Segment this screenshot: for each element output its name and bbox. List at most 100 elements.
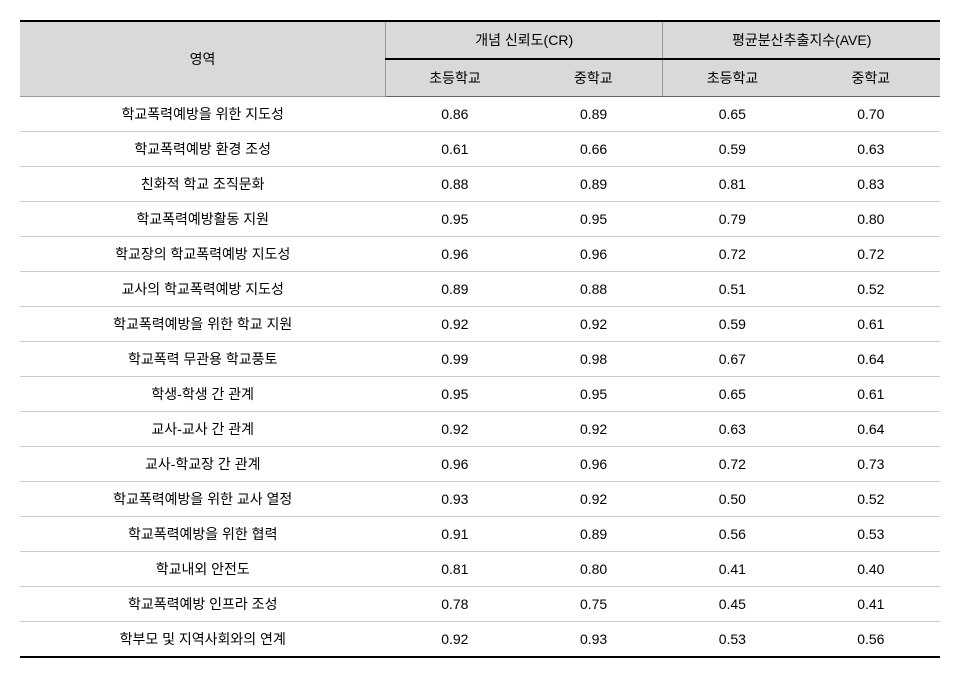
row-cr-mid: 0.98 [524, 342, 663, 377]
row-cr-elem: 0.91 [385, 517, 524, 552]
row-label: 학생-학생 간 관계 [20, 377, 385, 412]
row-label: 학교폭력예방을 위한 지도성 [20, 97, 385, 132]
header-ave-mid: 중학교 [802, 59, 940, 97]
header-area: 영역 [20, 21, 385, 97]
row-label: 학교폭력 무관용 학교풍토 [20, 342, 385, 377]
row-ave-elem: 0.67 [663, 342, 802, 377]
row-cr-elem: 0.61 [385, 132, 524, 167]
row-label: 학교폭력예방활동 지원 [20, 202, 385, 237]
header-cr-mid: 중학교 [524, 59, 663, 97]
row-ave-mid: 0.52 [802, 272, 940, 307]
table-row: 학교폭력예방 인프라 조성0.780.750.450.41 [20, 587, 940, 622]
row-ave-mid: 0.52 [802, 482, 940, 517]
row-cr-mid: 0.96 [524, 237, 663, 272]
table-header: 영역 개념 신뢰도(CR) 평균분산추출지수(AVE) 초등학교 중학교 초등학… [20, 21, 940, 97]
row-cr-elem: 0.95 [385, 202, 524, 237]
row-cr-elem: 0.81 [385, 552, 524, 587]
row-cr-mid: 0.88 [524, 272, 663, 307]
row-ave-elem: 0.79 [663, 202, 802, 237]
row-cr-elem: 0.88 [385, 167, 524, 202]
row-label: 학교폭력예방 인프라 조성 [20, 587, 385, 622]
row-cr-elem: 0.95 [385, 377, 524, 412]
row-ave-elem: 0.53 [663, 622, 802, 658]
row-ave-mid: 0.40 [802, 552, 940, 587]
row-ave-elem: 0.63 [663, 412, 802, 447]
row-cr-elem: 0.92 [385, 622, 524, 658]
row-cr-mid: 0.95 [524, 202, 663, 237]
row-label: 학교폭력예방 환경 조성 [20, 132, 385, 167]
row-label: 친화적 학교 조직문화 [20, 167, 385, 202]
row-cr-mid: 0.93 [524, 622, 663, 658]
row-cr-mid: 0.89 [524, 97, 663, 132]
row-label: 학교폭력예방을 위한 학교 지원 [20, 307, 385, 342]
table-row: 교사-교사 간 관계0.920.920.630.64 [20, 412, 940, 447]
row-cr-mid: 0.75 [524, 587, 663, 622]
row-label: 학교폭력예방을 위한 협력 [20, 517, 385, 552]
row-cr-mid: 0.95 [524, 377, 663, 412]
row-ave-elem: 0.72 [663, 237, 802, 272]
row-ave-elem: 0.45 [663, 587, 802, 622]
row-cr-elem: 0.89 [385, 272, 524, 307]
row-label: 학부모 및 지역사회와의 연계 [20, 622, 385, 658]
row-cr-elem: 0.86 [385, 97, 524, 132]
header-ave-elem: 초등학교 [663, 59, 802, 97]
row-cr-mid: 0.80 [524, 552, 663, 587]
row-ave-mid: 0.64 [802, 412, 940, 447]
row-ave-elem: 0.59 [663, 132, 802, 167]
row-cr-elem: 0.78 [385, 587, 524, 622]
row-cr-elem: 0.96 [385, 237, 524, 272]
row-ave-mid: 0.83 [802, 167, 940, 202]
row-cr-mid: 0.92 [524, 307, 663, 342]
row-ave-mid: 0.56 [802, 622, 940, 658]
table-row: 학교폭력예방을 위한 교사 열정0.930.920.500.52 [20, 482, 940, 517]
table-body: 학교폭력예방을 위한 지도성0.860.890.650.70학교폭력예방 환경 … [20, 97, 940, 658]
table-row: 학교폭력예방을 위한 지도성0.860.890.650.70 [20, 97, 940, 132]
table-row: 학생-학생 간 관계0.950.950.650.61 [20, 377, 940, 412]
row-ave-elem: 0.72 [663, 447, 802, 482]
row-ave-elem: 0.50 [663, 482, 802, 517]
row-cr-mid: 0.92 [524, 482, 663, 517]
table-row: 학교폭력 무관용 학교풍토0.990.980.670.64 [20, 342, 940, 377]
row-ave-elem: 0.59 [663, 307, 802, 342]
row-label: 교사의 학교폭력예방 지도성 [20, 272, 385, 307]
row-ave-mid: 0.64 [802, 342, 940, 377]
row-ave-mid: 0.61 [802, 307, 940, 342]
row-ave-mid: 0.63 [802, 132, 940, 167]
table-row: 교사-학교장 간 관계0.960.960.720.73 [20, 447, 940, 482]
table-row: 교사의 학교폭력예방 지도성0.890.880.510.52 [20, 272, 940, 307]
stats-table: 영역 개념 신뢰도(CR) 평균분산추출지수(AVE) 초등학교 중학교 초등학… [20, 20, 940, 658]
row-ave-elem: 0.65 [663, 97, 802, 132]
row-cr-elem: 0.92 [385, 307, 524, 342]
table-row: 학교폭력예방을 위한 학교 지원0.920.920.590.61 [20, 307, 940, 342]
table-row: 학교내외 안전도0.810.800.410.40 [20, 552, 940, 587]
row-ave-elem: 0.41 [663, 552, 802, 587]
row-ave-mid: 0.72 [802, 237, 940, 272]
table-row: 친화적 학교 조직문화0.880.890.810.83 [20, 167, 940, 202]
row-cr-elem: 0.96 [385, 447, 524, 482]
row-cr-mid: 0.89 [524, 517, 663, 552]
table-row: 학부모 및 지역사회와의 연계0.920.930.530.56 [20, 622, 940, 658]
row-label: 학교장의 학교폭력예방 지도성 [20, 237, 385, 272]
table-row: 학교폭력예방을 위한 협력0.910.890.560.53 [20, 517, 940, 552]
row-cr-mid: 0.89 [524, 167, 663, 202]
row-ave-mid: 0.70 [802, 97, 940, 132]
row-ave-mid: 0.80 [802, 202, 940, 237]
row-cr-elem: 0.92 [385, 412, 524, 447]
row-label: 교사-학교장 간 관계 [20, 447, 385, 482]
row-ave-mid: 0.61 [802, 377, 940, 412]
row-ave-mid: 0.41 [802, 587, 940, 622]
table-row: 학교장의 학교폭력예방 지도성0.960.960.720.72 [20, 237, 940, 272]
row-cr-elem: 0.99 [385, 342, 524, 377]
row-label: 학교내외 안전도 [20, 552, 385, 587]
row-ave-elem: 0.56 [663, 517, 802, 552]
row-cr-elem: 0.93 [385, 482, 524, 517]
row-ave-elem: 0.81 [663, 167, 802, 202]
row-ave-mid: 0.53 [802, 517, 940, 552]
header-group-cr: 개념 신뢰도(CR) [385, 21, 663, 59]
row-cr-mid: 0.66 [524, 132, 663, 167]
header-group-ave: 평균분산추출지수(AVE) [663, 21, 940, 59]
row-ave-elem: 0.65 [663, 377, 802, 412]
table-row: 학교폭력예방 환경 조성0.610.660.590.63 [20, 132, 940, 167]
row-label: 학교폭력예방을 위한 교사 열정 [20, 482, 385, 517]
row-ave-elem: 0.51 [663, 272, 802, 307]
